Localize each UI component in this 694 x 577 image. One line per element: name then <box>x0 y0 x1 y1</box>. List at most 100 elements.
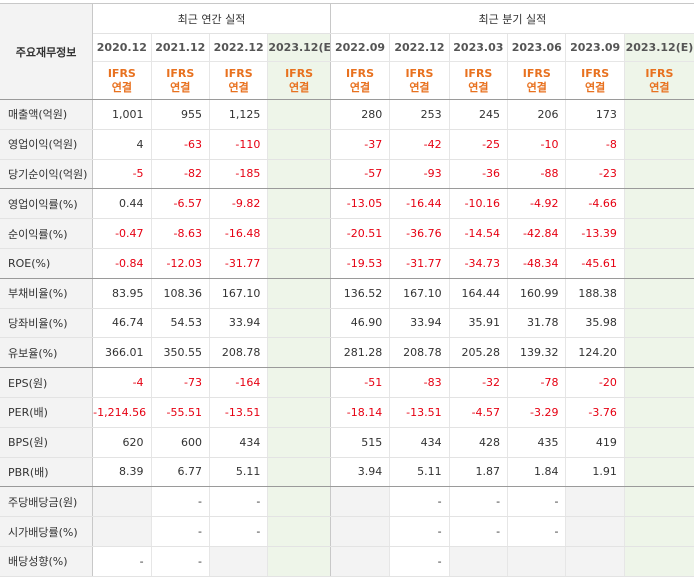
data-cell: -4.92 <box>507 188 566 220</box>
data-cell: -36 <box>448 159 508 190</box>
data-cell: -25 <box>448 129 508 160</box>
table-row: 배당성향(%) - - - <box>0 546 694 577</box>
data-cell <box>267 397 331 428</box>
data-cell: 5.11 <box>208 457 268 488</box>
data-cell: -13.51 <box>208 397 268 428</box>
accounting-basis-link[interactable]: IFRS 연결 <box>507 61 566 100</box>
data-cell: - <box>208 516 268 547</box>
basis-standard[interactable]: IFRS <box>107 66 136 80</box>
basis-scope[interactable]: 연결 <box>409 80 430 94</box>
data-cell <box>623 308 694 339</box>
data-cell: - <box>448 516 508 547</box>
accounting-basis-link[interactable]: IFRS 연결 <box>329 61 390 100</box>
data-cell: -73 <box>150 367 210 398</box>
basis-scope[interactable]: 연결 <box>288 80 310 94</box>
row-label: 매출액(억원) <box>0 99 94 130</box>
accounting-basis-link[interactable]: IFRS 연결 <box>389 61 450 100</box>
data-cell: -93 <box>389 159 450 190</box>
data-cell: -83 <box>389 367 450 398</box>
data-cell <box>267 99 331 130</box>
row-label: 배당성향(%) <box>0 546 94 577</box>
basis-scope[interactable]: 연결 <box>349 80 371 94</box>
row-label: 영업이익(억원) <box>0 129 94 160</box>
annual-group-header: 최근 연간 실적 <box>92 3 331 34</box>
basis-scope[interactable]: 연결 <box>585 80 606 94</box>
basis-scope[interactable]: 연결 <box>111 80 132 94</box>
basis-standard[interactable]: IFRS <box>464 66 493 80</box>
table-row: 시가배당률(%) - - - - - <box>0 516 694 547</box>
data-cell: 46.74 <box>92 308 152 339</box>
basis-scope[interactable]: 연결 <box>228 80 249 94</box>
data-cell: -8 <box>565 129 625 160</box>
data-cell <box>92 486 152 518</box>
basis-standard[interactable]: IFRS <box>285 66 314 80</box>
data-cell <box>623 397 694 428</box>
basis-standard[interactable]: IFRS <box>522 66 551 80</box>
data-cell: -31.77 <box>208 248 268 279</box>
data-cell: -164 <box>208 367 268 398</box>
basis-standard[interactable]: IFRS <box>581 66 610 80</box>
data-cell: - <box>507 486 566 518</box>
data-cell <box>208 546 268 577</box>
basis-scope[interactable]: 연결 <box>170 80 191 94</box>
data-cell: 173 <box>565 99 625 130</box>
data-cell: 419 <box>565 427 625 458</box>
data-cell: 208.78 <box>208 337 268 369</box>
data-cell: 35.98 <box>565 308 625 339</box>
data-cell <box>623 457 694 488</box>
data-cell: -45.61 <box>565 248 625 279</box>
quarter-group-header: 최근 분기 실적 <box>329 3 694 34</box>
data-cell: 435 <box>507 427 566 458</box>
data-cell <box>267 337 331 369</box>
accounting-basis-link[interactable]: IFRS 연결 <box>208 61 268 100</box>
data-cell: -12.03 <box>150 248 210 279</box>
data-cell: -37 <box>329 129 390 160</box>
data-cell <box>448 546 508 577</box>
data-cell: 434 <box>389 427 450 458</box>
data-cell: 46.90 <box>329 308 390 339</box>
basis-standard[interactable]: IFRS <box>645 66 674 80</box>
data-cell <box>623 427 694 458</box>
accounting-basis-link[interactable]: IFRS 연결 <box>565 61 625 100</box>
data-cell: 281.28 <box>329 337 390 369</box>
period-header: 2023.09 <box>565 33 625 62</box>
row-label: 당기순이익(억원) <box>0 159 94 190</box>
period-header: 2020.12 <box>92 33 152 62</box>
table-row: 주당배당금(원) - - - - - <box>0 486 694 518</box>
data-cell: -13.05 <box>329 188 390 220</box>
data-cell <box>623 129 694 160</box>
data-cell <box>623 99 694 130</box>
basis-scope[interactable]: 연결 <box>649 80 670 94</box>
data-cell <box>267 248 331 279</box>
data-cell: -34.73 <box>448 248 508 279</box>
data-cell: - <box>150 516 210 547</box>
data-cell: 434 <box>208 427 268 458</box>
table-row: PBR(배) 8.39 6.77 5.11 3.94 5.11 1.87 1.84 1.91 <box>0 457 694 488</box>
basis-scope[interactable]: 연결 <box>526 80 547 94</box>
accounting-basis-link[interactable]: IFRS 연결 <box>623 61 694 100</box>
data-cell: 245 <box>448 99 508 130</box>
data-cell <box>267 367 331 398</box>
data-cell: 167.10 <box>208 278 268 309</box>
data-cell: 1.84 <box>507 457 566 488</box>
data-cell: -78 <box>507 367 566 398</box>
data-cell: -18.14 <box>329 397 390 428</box>
basis-standard[interactable]: IFRS <box>224 66 253 80</box>
data-cell <box>267 427 331 458</box>
accounting-basis-link[interactable]: IFRS 연결 <box>267 61 331 100</box>
data-cell: 206 <box>507 99 566 130</box>
data-cell: -19.53 <box>329 248 390 279</box>
basis-standard[interactable]: IFRS <box>346 66 375 80</box>
basis-scope[interactable]: 연결 <box>468 80 489 94</box>
data-cell <box>267 486 331 518</box>
data-cell: -42.84 <box>507 218 566 249</box>
accounting-basis-link[interactable]: IFRS 연결 <box>150 61 210 100</box>
data-cell <box>267 278 331 309</box>
accounting-basis-link[interactable]: IFRS 연결 <box>92 61 152 100</box>
data-cell <box>329 546 390 577</box>
basis-standard[interactable]: IFRS <box>405 66 434 80</box>
data-cell <box>623 159 694 190</box>
accounting-basis-link[interactable]: IFRS 연결 <box>448 61 508 100</box>
data-cell: 515 <box>329 427 390 458</box>
basis-standard[interactable]: IFRS <box>166 66 195 80</box>
